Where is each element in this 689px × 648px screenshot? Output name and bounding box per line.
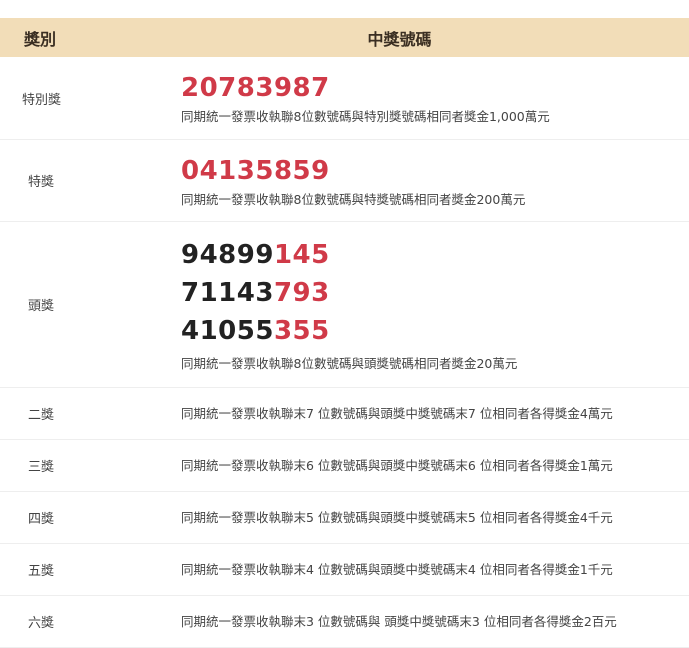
number-red-part: 04135859 [181, 155, 330, 186]
header-prize: 獎別 [24, 29, 57, 49]
winning-number: 71143793 [181, 274, 689, 312]
number-plain-part: 41055 [181, 315, 274, 346]
prize-name: 特別獎 [22, 92, 62, 108]
winning-number: 41055355 [181, 312, 689, 350]
table-row-fourth: 四獎 同期統一發票收執聯末5 位數號碼與頭獎中獎號碼末5 位相同者各得獎金4千元 [0, 492, 689, 544]
winning-number: 20783987 [181, 69, 689, 107]
prize-desc: 同期統一發票收執聯8位數號碼與特別獎號碼相同者獎金1,000萬元 [181, 109, 550, 124]
prize-desc: 同期統一發票收執聯8位數號碼與特獎號碼相同者獎金200萬元 [181, 191, 526, 207]
prize-name: 三獎 [28, 460, 55, 475]
prize-name: 特獎 [28, 175, 55, 190]
prize-desc: 同期統一發票收執聯末5 位數號碼與頭獎中獎號碼末5 位相同者各得獎金4千元 [181, 509, 613, 525]
prize-name: 五獎 [28, 564, 55, 579]
number-red-part: 20783987 [181, 73, 330, 103]
header-numbers: 中獎號碼 [367, 29, 432, 49]
number-plain-part: 94899 [181, 239, 274, 270]
table-row-third: 三獎 同期統一發票收執聯末6 位數號碼與頭獎中獎號碼末6 位相同者各得獎金1萬元 [0, 440, 689, 492]
number-red-part: 145 [273, 239, 330, 270]
winning-number: 94899145 [181, 236, 689, 274]
table-header: 獎別 中獎號碼 [0, 18, 689, 57]
prize-desc: 同期統一發票收執聯8位數號碼與頭獎號碼相同者獎金20萬元 [181, 355, 518, 371]
prize-name: 頭獎 [28, 299, 55, 314]
table-row-first: 頭獎 94899145 71143793 41055355 同期統一發票收執聯8… [0, 222, 689, 388]
number-red-part: 793 [273, 277, 330, 308]
number-plain-part: 71143 [181, 277, 274, 308]
table-row-special: 特別獎 20783987 同期統一發票收執聯8位數號碼與特別獎號碼相同者獎金1,… [0, 57, 689, 140]
prize-name: 四獎 [28, 512, 55, 527]
prize-desc: 同期統一發票收執聯末6 位數號碼與頭獎中獎號碼末6 位相同者各得獎金1萬元 [181, 457, 613, 473]
prize-name: 二獎 [28, 408, 55, 423]
table-row-fifth: 五獎 同期統一發票收執聯末4 位數號碼與頭獎中獎號碼末4 位相同者各得獎金1千元 [0, 544, 689, 596]
table-row-grand: 特獎 04135859 同期統一發票收執聯8位數號碼與特獎號碼相同者獎金200萬… [0, 140, 689, 222]
prize-desc: 同期統一發票收執聯末4 位數號碼與頭獎中獎號碼末4 位相同者各得獎金1千元 [181, 561, 613, 577]
prize-name: 六獎 [28, 616, 55, 631]
number-red-part: 355 [273, 315, 330, 346]
winning-number: 04135859 [181, 152, 689, 190]
prize-table: 獎別 中獎號碼 特別獎 20783987 同期統一發票收執聯8位數號碼與特別獎號… [0, 18, 689, 648]
table-row-second: 二獎 同期統一發票收執聯末7 位數號碼與頭獎中獎號碼末7 位相同者各得獎金4萬元 [0, 388, 689, 440]
prize-desc: 同期統一發票收執聯末3 位數號碼與 頭獎中獎號碼末3 位相同者各得獎金2百元 [181, 613, 617, 629]
prize-desc: 同期統一發票收執聯末7 位數號碼與頭獎中獎號碼末7 位相同者各得獎金4萬元 [181, 405, 613, 421]
table-row-sixth: 六獎 同期統一發票收執聯末3 位數號碼與 頭獎中獎號碼末3 位相同者各得獎金2百… [0, 596, 689, 648]
